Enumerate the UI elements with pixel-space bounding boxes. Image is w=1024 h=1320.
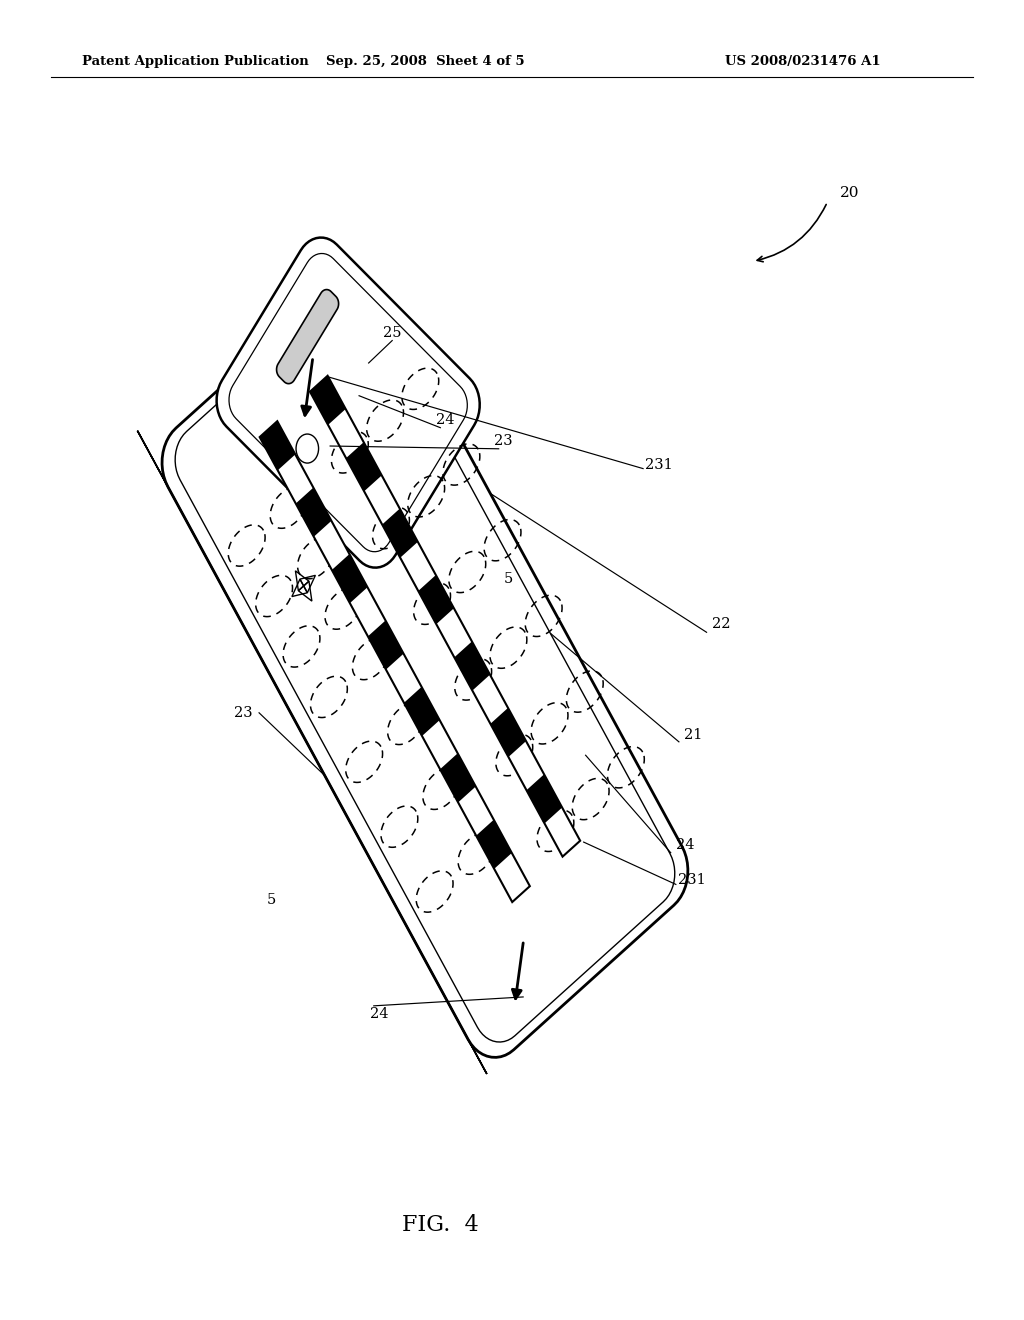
- Polygon shape: [310, 376, 581, 857]
- Polygon shape: [332, 554, 368, 603]
- Text: 24: 24: [436, 413, 455, 426]
- Polygon shape: [490, 708, 526, 756]
- Polygon shape: [455, 642, 489, 690]
- Polygon shape: [476, 820, 512, 869]
- Text: 5: 5: [266, 894, 276, 907]
- Text: 23: 23: [234, 706, 253, 719]
- Polygon shape: [217, 238, 479, 568]
- Polygon shape: [137, 430, 486, 1074]
- Text: US 2008/0231476 A1: US 2008/0231476 A1: [725, 55, 881, 69]
- Polygon shape: [162, 276, 688, 1057]
- Text: 23: 23: [495, 434, 513, 447]
- Polygon shape: [404, 686, 439, 737]
- Polygon shape: [418, 576, 454, 624]
- Text: FIG.  4: FIG. 4: [402, 1214, 478, 1236]
- Polygon shape: [368, 620, 403, 669]
- Text: 231: 231: [645, 458, 673, 471]
- Text: 24: 24: [676, 838, 694, 851]
- Text: Patent Application Publication: Patent Application Publication: [82, 55, 308, 69]
- Text: Sep. 25, 2008  Sheet 4 of 5: Sep. 25, 2008 Sheet 4 of 5: [326, 55, 524, 69]
- Text: 22: 22: [712, 618, 730, 631]
- Text: 231: 231: [678, 874, 706, 887]
- Polygon shape: [440, 754, 476, 803]
- Text: 24: 24: [370, 1007, 388, 1020]
- Polygon shape: [310, 376, 346, 425]
- Text: 21: 21: [684, 729, 702, 742]
- Text: 5: 5: [503, 573, 513, 586]
- Text: 25: 25: [383, 326, 401, 339]
- Text: 20: 20: [840, 186, 859, 199]
- Polygon shape: [260, 421, 529, 902]
- Polygon shape: [296, 487, 332, 537]
- Polygon shape: [276, 289, 339, 384]
- Polygon shape: [526, 775, 562, 824]
- Polygon shape: [260, 421, 295, 470]
- Polygon shape: [346, 442, 382, 491]
- Polygon shape: [382, 508, 418, 558]
